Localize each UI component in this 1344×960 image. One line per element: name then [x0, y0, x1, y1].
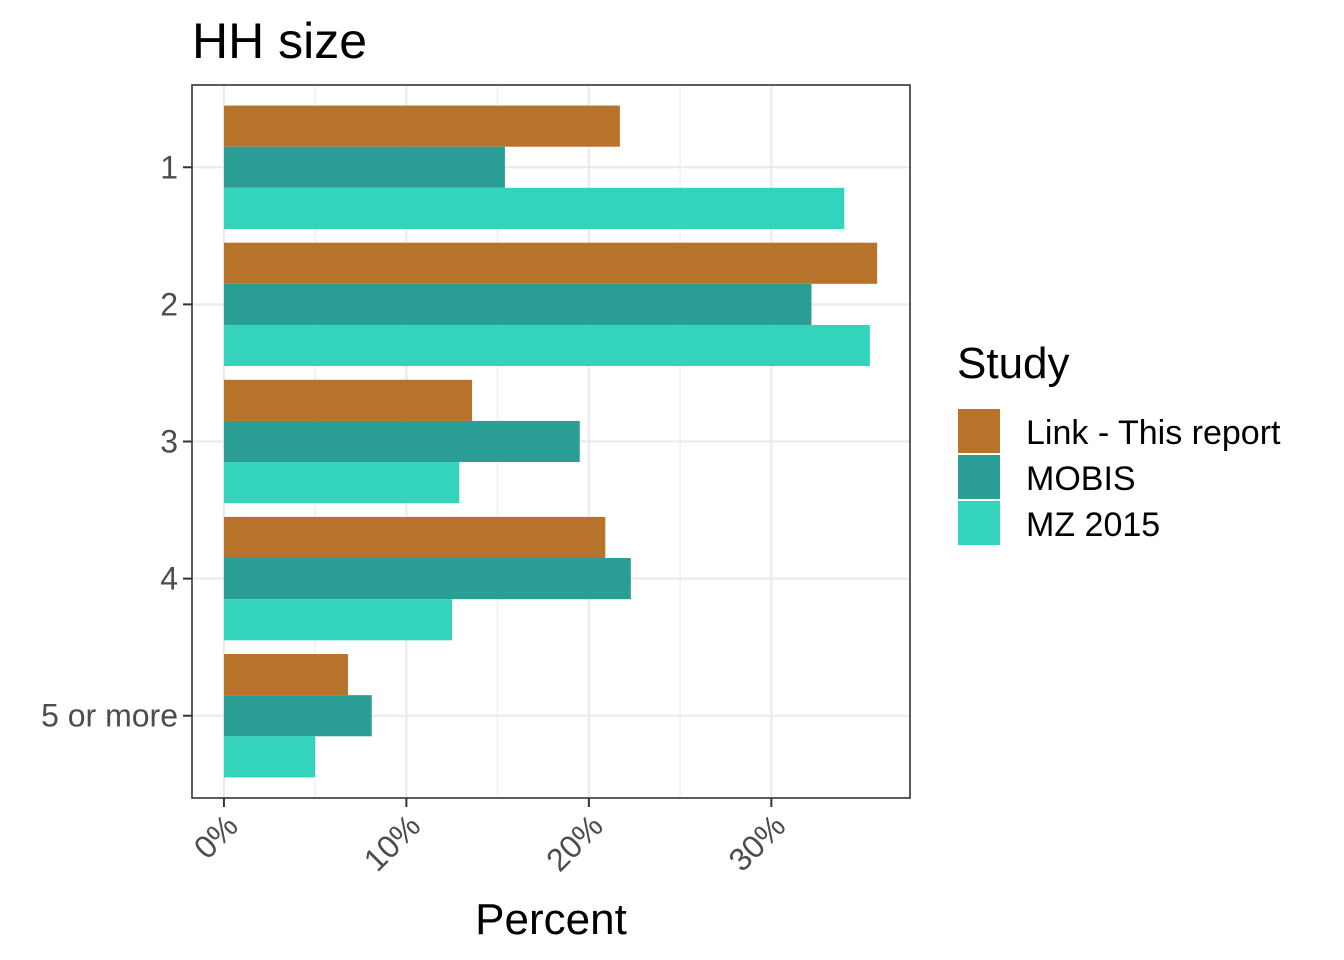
bar-1-2: [223, 242, 878, 284]
x-tick-label: 0%: [187, 807, 245, 865]
bar-2-1: [223, 146, 505, 188]
y-tick-label: 4: [160, 561, 178, 597]
x-axis-title: Percent: [475, 895, 627, 944]
legend-label-1: Link - This report: [1026, 414, 1281, 452]
legend-label-3: MZ 2015: [1026, 506, 1160, 544]
x-tick-label: 30%: [722, 807, 793, 878]
chart-title: HH size: [192, 13, 367, 69]
bar-3-3: [223, 462, 460, 504]
legend-key-3: [958, 501, 1000, 545]
legend-key-2: [958, 455, 1000, 499]
y-tick-label: 5 or more: [41, 698, 178, 734]
bar-2-4: [223, 558, 631, 600]
bar-1-5: [223, 654, 349, 696]
x-tick-label: 10%: [357, 807, 428, 878]
bar-3-4: [223, 599, 453, 641]
bars: [223, 105, 878, 778]
bar-1-1: [223, 105, 620, 147]
legend-label-2: MOBIS: [1026, 460, 1136, 498]
bar-1-3: [223, 379, 473, 421]
y-tick-label: 2: [160, 286, 178, 322]
bar-3-5: [223, 736, 316, 778]
bar-2-5: [223, 695, 372, 737]
legend-key-1: [958, 409, 1000, 453]
legend-title: Study: [957, 339, 1070, 388]
x-axis: 0% 10% 20% 30%: [187, 798, 793, 878]
legend: Study Link - This report MOBIS MZ 2015: [957, 339, 1281, 545]
y-axis: 1 2 3 4 5 or more: [41, 149, 192, 734]
y-tick-label: 3: [160, 424, 178, 460]
bar-2-3: [223, 420, 580, 463]
bar-2-2: [223, 283, 812, 325]
bar-3-2: [223, 324, 870, 367]
x-tick-label: 20%: [539, 807, 610, 878]
y-tick-label: 1: [160, 149, 178, 185]
bar-3-1: [223, 187, 845, 229]
bar-1-4: [223, 516, 606, 559]
